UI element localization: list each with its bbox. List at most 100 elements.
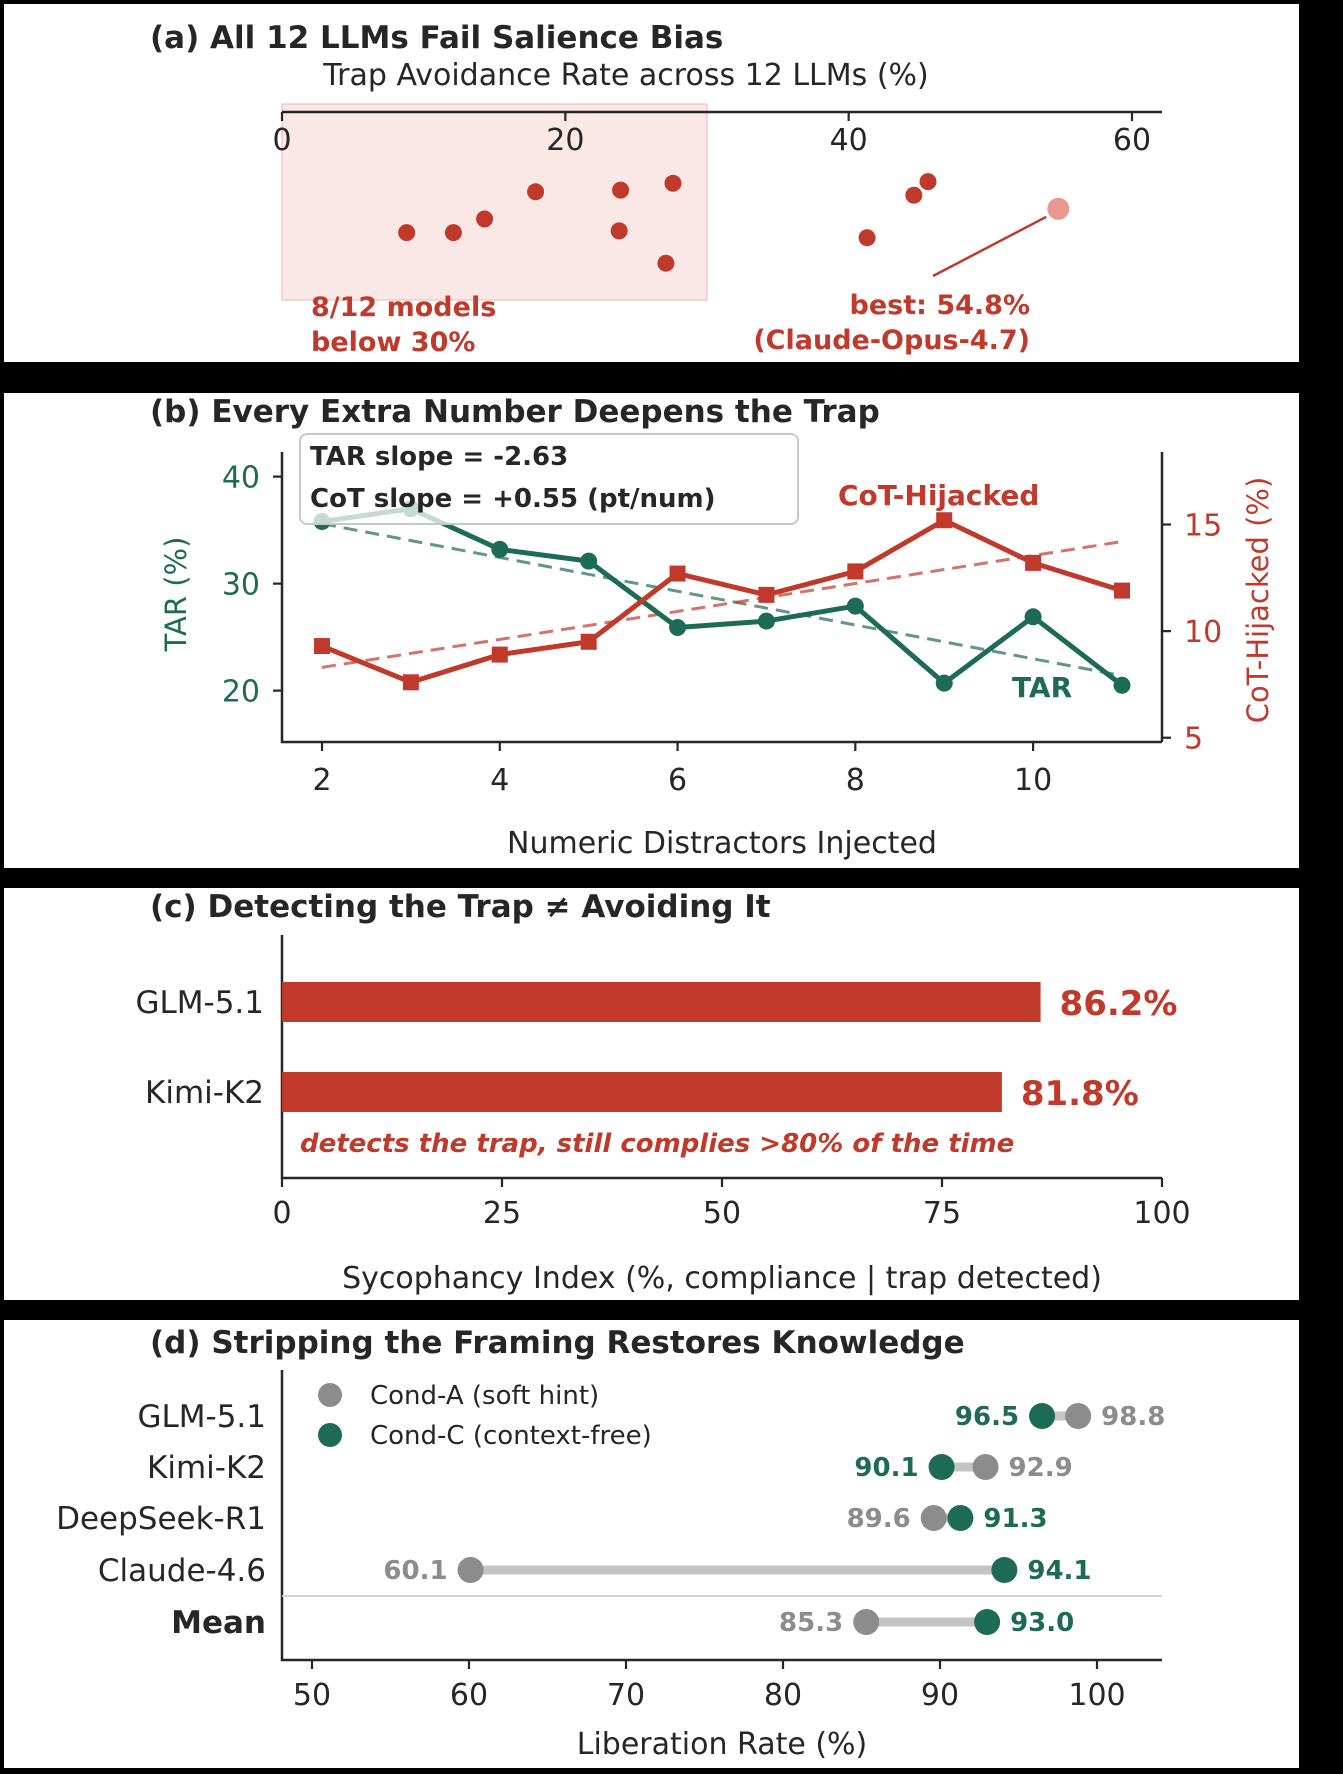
panel-b-x-tick-label-6: 6 bbox=[668, 763, 687, 798]
panel-d-x-tick-label-70: 70 bbox=[607, 1678, 645, 1713]
panel-d-axes bbox=[280, 1370, 1162, 1662]
panel-c-x-tick-label-0: 0 bbox=[272, 1196, 291, 1231]
cot-point-4 bbox=[491, 646, 508, 663]
panel-a-points bbox=[398, 173, 1070, 272]
panel-b-x-tick-label-8: 8 bbox=[846, 763, 865, 798]
model-point-11 bbox=[919, 173, 937, 191]
panel-b-ticks: 2 4 6 8 10 20 30 40 5 10 15 bbox=[222, 461, 1222, 798]
row-label-mean: Mean bbox=[171, 1605, 266, 1641]
cond-c-point-claude-4-6 bbox=[991, 1557, 1018, 1583]
tar-trend-line bbox=[321, 522, 1123, 678]
tar-point-6 bbox=[669, 618, 687, 636]
best-model-point bbox=[1047, 197, 1070, 220]
bar-glm-5-1 bbox=[282, 982, 1041, 1022]
value-label-right-kimi-k2: 92.9 bbox=[1009, 1453, 1073, 1483]
cot-slope-text: CoT slope = +0.55 (pt/num) bbox=[310, 484, 716, 514]
panel-c-x-tick-label-50: 50 bbox=[703, 1196, 741, 1231]
cot-point-7 bbox=[758, 586, 775, 603]
panel-b-y-tick-label-30: 30 bbox=[222, 568, 260, 603]
value-label-right-deepseek-r1: 91.3 bbox=[983, 1504, 1047, 1534]
cond-c-point-mean bbox=[974, 1609, 1001, 1635]
model-point-8 bbox=[664, 174, 682, 192]
cond-a-point-claude-4-6 bbox=[457, 1557, 484, 1583]
legend-cond-a-marker bbox=[318, 1383, 342, 1407]
cond-a-point-deepseek-r1 bbox=[920, 1505, 947, 1531]
tar-slope-text: TAR slope = -2.63 bbox=[310, 442, 568, 472]
panel-b-y-label-left: TAR (%) bbox=[159, 537, 193, 653]
cot-point-3 bbox=[402, 674, 419, 691]
panel-d-ticks: 50 60 70 80 90 100 bbox=[293, 1660, 1126, 1713]
cot-series-label: CoT-Hijacked bbox=[838, 479, 1039, 512]
model-point-10 bbox=[905, 186, 923, 204]
panel-d-x-tick-label-90: 90 bbox=[921, 1678, 959, 1713]
cot-point-8 bbox=[847, 563, 864, 580]
panel-c-x-label: Sycophancy Index (%, compliance | trap d… bbox=[342, 1261, 1102, 1296]
value-label-left-deepseek-r1: 89.6 bbox=[847, 1504, 911, 1534]
tar-point-9 bbox=[935, 674, 953, 692]
cot-point-5 bbox=[580, 633, 597, 650]
panel-b-title: (b) Every Extra Number Deepens the Trap bbox=[150, 394, 880, 430]
below-30-annotation-line2: below 30% bbox=[311, 327, 475, 358]
below-30-shaded-region bbox=[281, 103, 708, 301]
cot-series-line bbox=[321, 517, 1123, 685]
model-point-4 bbox=[527, 183, 545, 201]
cond-a-point-mean bbox=[853, 1609, 880, 1635]
panel-a-x-tick-label-20: 20 bbox=[546, 123, 584, 158]
value-label-right-glm-5-1: 98.8 bbox=[1101, 1402, 1165, 1432]
tar-point-5 bbox=[580, 552, 598, 570]
panel-b: (b) Every Extra Number Deepens the Trap … bbox=[150, 394, 1275, 861]
panel-a: 0 20 40 60 (a) All 12 LLMs Fail Salience Bi… bbox=[150, 20, 1162, 358]
best-annotation-line2: (Claude-Opus-4.7) bbox=[753, 325, 1030, 356]
cot-point-11 bbox=[1114, 582, 1130, 599]
panel-b-left-bottom-axes bbox=[280, 452, 1162, 744]
panel-c-x-tick-label-100: 100 bbox=[1133, 1196, 1190, 1231]
panel-a-x-tick-label-60: 60 bbox=[1113, 123, 1151, 158]
category-label-glm-5-1: GLM-5.1 bbox=[135, 985, 264, 1021]
cot-trend-line bbox=[321, 540, 1123, 669]
panel-b-y-tick-label-40: 40 bbox=[222, 461, 260, 496]
panel-b-x-label: Numeric Distractors Injected bbox=[507, 826, 937, 861]
cot-point-6 bbox=[669, 565, 686, 582]
panel-a-subtitle: Trap Avoidance Rate across 12 LLMs (%) bbox=[322, 58, 928, 93]
cond-c-point-glm-5-1 bbox=[1029, 1403, 1056, 1429]
model-point-5 bbox=[612, 181, 630, 199]
panel-d-x-tick-label-60: 60 bbox=[450, 1678, 488, 1713]
legend-cond-c-label: Cond-C (context-free) bbox=[370, 1421, 652, 1451]
tar-point-4 bbox=[491, 540, 509, 558]
cot-point-10 bbox=[1025, 554, 1042, 571]
value-label-left-kimi-k2: 90.1 bbox=[854, 1453, 918, 1483]
value-label-right-claude-4-6: 94.1 bbox=[1027, 1556, 1091, 1586]
panel-c-ticks: 0 25 50 75 100 bbox=[272, 1178, 1191, 1231]
panel-d-background bbox=[4, 1320, 1299, 1768]
model-point-3 bbox=[476, 210, 494, 228]
tar-series-line bbox=[321, 506, 1124, 688]
panel-b-y-tick-label-20: 20 bbox=[222, 675, 260, 710]
panel-b-y-right-tick-label-10: 10 bbox=[1184, 615, 1222, 650]
model-point-6 bbox=[610, 222, 628, 240]
panel-b-y-label-right: CoT-Hijacked (%) bbox=[1241, 477, 1275, 724]
slope-stats-box bbox=[299, 433, 799, 525]
row-label-glm-5-1: GLM-5.1 bbox=[137, 1399, 266, 1435]
panel-b-x-tick-label-10: 10 bbox=[1014, 763, 1052, 798]
cond-c-point-deepseek-r1 bbox=[947, 1505, 974, 1531]
panel-d: (d) Stripping the Framing Restores Knowl… bbox=[56, 1325, 1165, 1762]
legend-cond-a-label: Cond-A (soft hint) bbox=[370, 1381, 599, 1411]
value-label-left-mean: 85.3 bbox=[779, 1608, 843, 1638]
value-label-left-claude-4-6: 60.1 bbox=[383, 1556, 447, 1586]
model-point-2 bbox=[444, 224, 462, 242]
panel-c: (c) Detecting the Trap ≠ Avoiding It 0 25… bbox=[135, 889, 1190, 1296]
bar-value-glm-5-1: 86.2% bbox=[1060, 984, 1178, 1024]
row-label-kimi-k2: Kimi-K2 bbox=[147, 1450, 266, 1486]
cond-a-point-glm-5-1 bbox=[1065, 1403, 1092, 1429]
model-point-1 bbox=[398, 224, 416, 242]
model-point-9 bbox=[858, 229, 876, 247]
best-model-arrow bbox=[932, 215, 1047, 278]
value-label-left-glm-5-1: 96.5 bbox=[955, 1402, 1019, 1432]
tar-point-11 bbox=[1113, 676, 1131, 694]
panel-a-x-tick-label-40: 40 bbox=[830, 123, 868, 158]
tar-point-8 bbox=[846, 597, 864, 615]
category-label-kimi-k2: Kimi-K2 bbox=[145, 1075, 264, 1111]
panel-d-x-tick-label-50: 50 bbox=[293, 1678, 331, 1713]
panel-b-y-right-tick-label-5: 5 bbox=[1184, 722, 1203, 757]
panel-c-x-tick-label-25: 25 bbox=[483, 1196, 521, 1231]
